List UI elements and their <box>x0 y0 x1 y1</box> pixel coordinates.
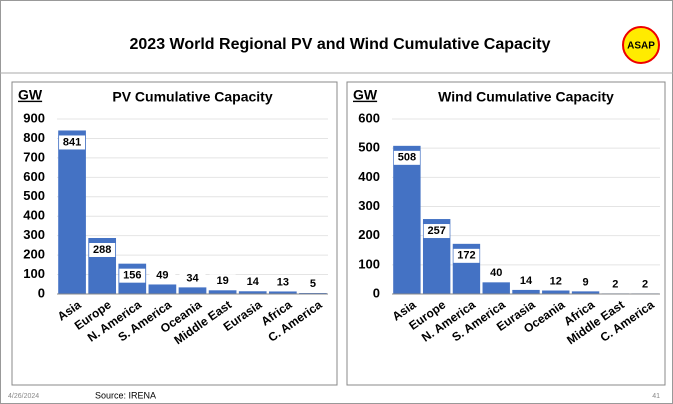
bar <box>512 289 540 294</box>
data-label: 257 <box>427 225 445 237</box>
bar <box>542 290 570 294</box>
y-tick-label: 100 <box>358 256 380 271</box>
y-tick-label: 500 <box>358 140 380 155</box>
y-tick-label: 0 <box>373 285 380 300</box>
bar <box>238 291 267 294</box>
y-tick-label: 300 <box>358 198 380 213</box>
data-label: 19 <box>216 275 228 287</box>
data-label-box <box>602 277 629 292</box>
y-tick-label: 400 <box>23 208 45 223</box>
data-label: 5 <box>310 278 316 290</box>
y-tick-label: 500 <box>23 188 45 203</box>
y-tick-label: 600 <box>358 110 380 125</box>
data-label-box <box>59 135 86 150</box>
data-label: 841 <box>63 136 81 148</box>
data-label-box <box>423 224 450 239</box>
source: Source: IRENA <box>95 390 156 400</box>
data-label: 13 <box>277 276 289 288</box>
data-label-box <box>513 273 539 288</box>
data-label: 172 <box>457 250 475 262</box>
data-label-box <box>239 275 266 290</box>
data-label-box <box>393 150 420 165</box>
bar <box>58 130 86 294</box>
data-label-box <box>453 248 480 263</box>
y-axis-label: GW <box>353 87 378 103</box>
bar <box>482 282 510 294</box>
data-label-box <box>299 277 326 292</box>
data-label: 49 <box>156 269 168 281</box>
data-label: 9 <box>582 276 588 288</box>
y-tick-label: 400 <box>358 169 380 184</box>
data-label-box <box>149 268 176 283</box>
bar <box>178 287 207 294</box>
bar <box>393 145 421 294</box>
data-label-box <box>572 275 599 290</box>
bar <box>268 291 297 294</box>
bar <box>208 290 237 294</box>
y-tick-label: 200 <box>358 227 380 242</box>
chart-title: PV Cumulative Capacity <box>112 89 272 105</box>
data-label: 14 <box>520 275 533 287</box>
chart-title: Wind Cumulative Capacity <box>438 89 614 105</box>
data-label-box <box>632 277 659 292</box>
slide-title: 2023 World Regional PV and Wind Cumulati… <box>130 36 551 53</box>
bar <box>571 291 600 294</box>
data-label: 14 <box>247 276 260 288</box>
data-label: 34 <box>186 272 199 284</box>
y-tick-label: 300 <box>23 227 45 242</box>
data-label: 508 <box>398 152 416 164</box>
data-label-box <box>483 266 510 281</box>
panel <box>346 81 666 386</box>
y-tick-label: 900 <box>23 110 45 125</box>
data-label: 40 <box>490 267 502 279</box>
data-label-box <box>542 274 569 289</box>
y-tick-label: 700 <box>23 149 45 164</box>
y-tick-label: 800 <box>23 130 45 145</box>
data-label-box <box>269 275 296 290</box>
data-label-box <box>89 243 116 257</box>
data-label-box <box>119 268 146 283</box>
data-label: 12 <box>550 275 562 287</box>
y-tick-label: 0 <box>38 285 45 300</box>
bar <box>148 284 177 294</box>
data-label: 288 <box>93 244 111 256</box>
page-number: 41 <box>652 393 660 400</box>
logo-text: ASAP <box>627 41 655 52</box>
y-tick-label: 100 <box>23 266 45 281</box>
data-label: 2 <box>642 278 648 290</box>
data-label: 2 <box>612 278 618 290</box>
date: 4/26/2024 <box>8 393 39 400</box>
panel <box>11 81 338 386</box>
data-label-box <box>209 274 236 289</box>
y-tick-label: 600 <box>23 169 45 184</box>
logo <box>622 26 660 64</box>
y-tick-label: 200 <box>23 247 45 262</box>
data-label-box <box>179 271 206 286</box>
data-label: 156 <box>123 270 141 282</box>
y-axis-label: GW <box>18 87 43 103</box>
